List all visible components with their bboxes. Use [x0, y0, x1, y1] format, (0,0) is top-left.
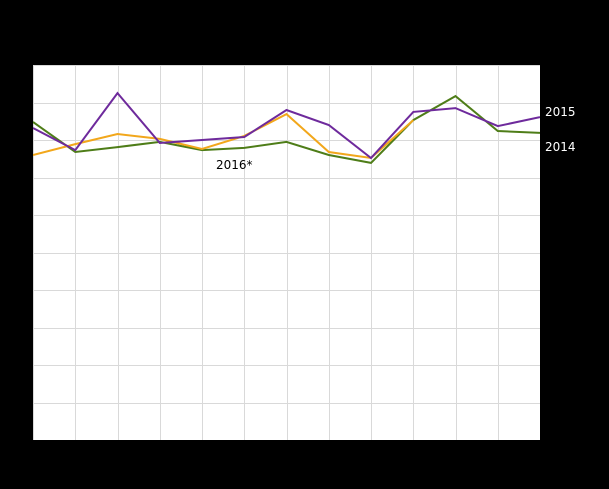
series-label-2016: 2016* — [216, 158, 253, 172]
series-line-2015 — [33, 91, 540, 160]
series-label-2014: 2014 — [545, 140, 576, 154]
line-chart — [33, 65, 540, 440]
plot-area: 2016* — [33, 65, 540, 440]
series-line-2014 — [33, 94, 540, 164]
series-line-2016 — [33, 112, 414, 160]
series-label-2015: 2015 — [545, 105, 576, 119]
